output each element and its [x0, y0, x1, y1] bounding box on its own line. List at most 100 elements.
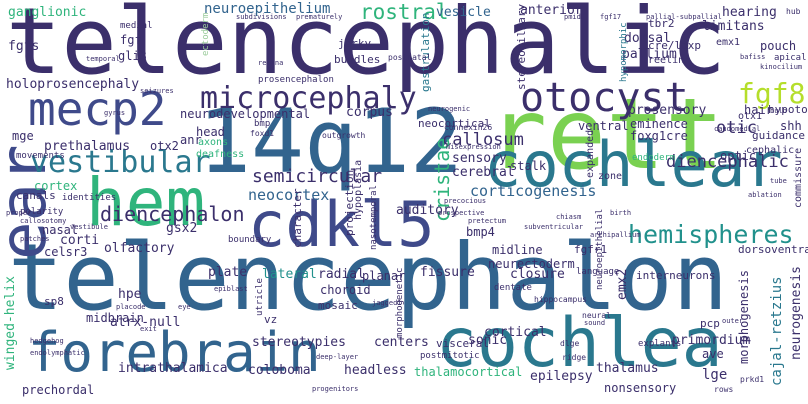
word-lge: lge [702, 367, 728, 383]
word-temporal: temporal [86, 55, 120, 63]
word-mge: mge [12, 129, 34, 143]
word-prospective: prospective [438, 209, 485, 217]
word-ectoderm: ectoderm [201, 12, 211, 56]
word-kinocilium: kinocilium [760, 63, 803, 71]
word-otx2: otx2 [150, 139, 179, 153]
word-vestibular: vestibular [30, 145, 211, 180]
word-hub: hub [786, 7, 801, 16]
word-centers: centers [374, 335, 429, 350]
word-corticogenesis: corticogenesis [470, 182, 597, 200]
word-hem: hem [86, 164, 206, 241]
word-subdivisions: subdivisions [236, 13, 287, 21]
word-thalamocortical: thalamocortical [414, 365, 523, 379]
word-ganglionic: ganglionic [8, 5, 87, 20]
word-cajal-retzius: cajal-retzius [769, 276, 785, 386]
word-atrx-null: atrx-null [110, 315, 181, 330]
word-fgfs: fgfs [8, 39, 40, 54]
word-stereociliary: stereociliary [515, 3, 528, 90]
word-cephalic: cephalic [746, 145, 795, 156]
word-boundary: boundary [228, 235, 272, 245]
word-hypomorphic: hypomorphic [619, 22, 629, 82]
word-postnatal: postnatal [388, 53, 432, 62]
word-optic: optic [720, 149, 757, 163]
word-sonic: sonic [468, 333, 508, 348]
word-seizures: seizures [140, 87, 174, 95]
word-pallial-subpallial: pallial-subpallial [646, 13, 722, 21]
word-endoderm: endoderm [632, 153, 676, 163]
word-placode: placode [116, 303, 146, 311]
word-nasal: nasal [42, 223, 79, 237]
word-holoprosencephaly: holoprosencephaly [6, 77, 140, 92]
word-ablation: ablation [748, 191, 782, 199]
word-hippocampus: hippocampus [534, 295, 587, 304]
word-cochlear: cochlear [484, 128, 783, 201]
word-patches: patches [20, 235, 50, 243]
word-hair: hair [744, 103, 773, 117]
word-hypoplasia: hypoplasia [353, 159, 364, 220]
word-caudomedial: caudomedial [714, 125, 761, 133]
word-prosencephalon: prosencephalon [258, 75, 334, 85]
word-identities: identities [62, 193, 117, 203]
word-commissure: commissure [793, 147, 804, 208]
word-auditory: auditory [396, 203, 459, 218]
word-reelin: reelin [648, 55, 685, 66]
word-chiasm: chiasm [556, 213, 582, 221]
word-visceral: visceral [436, 337, 489, 350]
word-semicircular: semicircular [252, 166, 383, 187]
word-deafness: deafness [196, 149, 245, 160]
word-cortical: cortical [484, 325, 547, 340]
word-midbrain: midbrain [86, 311, 144, 325]
word-sp8: sp8 [44, 295, 64, 308]
word-intrathalamica: intrathalamica [118, 361, 228, 376]
word-rows: rows [714, 385, 734, 394]
word-cortex: cortex [34, 179, 78, 193]
word-pallium: pallium [622, 47, 677, 62]
word-celsr3: celsr3 [44, 245, 88, 259]
word-progenitors: progenitors [312, 385, 359, 393]
word-epiblast: epiblast [214, 285, 248, 293]
word-character: character [291, 188, 304, 248]
word-hpe: hpe [118, 287, 142, 302]
word-nasotemporal: nasotemporal [369, 184, 379, 250]
word-otocyst: otocyst [520, 75, 689, 121]
word-neurogenic: neurogenic [428, 105, 471, 113]
word-radial: radial [318, 267, 365, 282]
word-fgf8: fgf8 [738, 77, 806, 110]
word-neural: neural [582, 311, 611, 320]
word-otx1: otx1 [738, 111, 763, 122]
word-rostral: rostral [360, 0, 449, 24]
word-gli3: gli3 [118, 49, 147, 63]
word-apical: apical [774, 53, 807, 63]
word-hearing: hearing [722, 5, 777, 20]
word-fgf: fgf [120, 33, 142, 47]
word-sensory: sensory [452, 151, 507, 166]
word-birth: birth [610, 209, 632, 217]
word-prethalamus: prethalamus [44, 139, 131, 154]
word-plate: plate [208, 265, 248, 280]
word-olfactory: olfactory [104, 241, 175, 256]
word-vestibule: vestibule [70, 223, 108, 231]
word-expanded: expanded [585, 129, 596, 178]
word-fgfr1: fgfr1 [574, 243, 608, 256]
word-anr: anr [180, 133, 202, 147]
word-endolymphatic: endolymphatic [30, 349, 85, 357]
word-callosum: callosum [442, 130, 524, 150]
word-foxg1cre: foxg1cre [630, 129, 688, 143]
word-neurectoderm: neurectoderm [488, 257, 575, 271]
word-stereotypies: stereotypies [252, 335, 346, 350]
word-fgf17: fgf17 [600, 13, 622, 21]
word-tbr2: tbr2 [648, 17, 675, 30]
word-pcp: pcp [700, 317, 720, 330]
word-bundles: bundles [334, 53, 381, 66]
word-prosensory: prosensory [628, 103, 707, 118]
word-telencephalon: telencephalon [8, 224, 729, 331]
word-emx1: emx1 [716, 37, 741, 48]
word-nonsensory: nonsensory [604, 381, 677, 395]
word-postmitotic: postmitotic [420, 351, 480, 361]
word-neuroepithelium: neuroepithelium [204, 1, 331, 17]
word-pmid: pmid [564, 13, 581, 21]
word-ridge: ridge [562, 353, 587, 362]
word-dlge: dlge [560, 339, 580, 348]
word-utricle: utricle [255, 278, 265, 316]
